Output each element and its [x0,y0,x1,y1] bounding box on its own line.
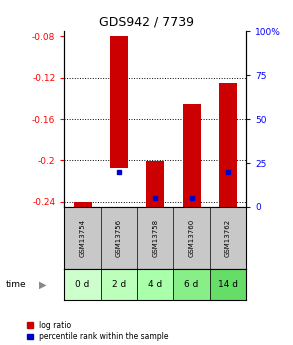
Text: 2 d: 2 d [112,280,126,289]
Bar [183,104,201,207]
Bar [219,83,237,207]
Bar [146,161,164,207]
Text: 6 d: 6 d [184,280,199,289]
Text: ▶: ▶ [39,280,46,289]
Bar [137,269,173,300]
Text: 4 d: 4 d [148,280,162,289]
Text: GSM13758: GSM13758 [152,219,158,257]
Text: GSM13760: GSM13760 [189,219,195,257]
Text: time: time [6,280,26,289]
Text: 14 d: 14 d [218,280,238,289]
Bar [210,269,246,300]
Bar [64,269,101,300]
Text: GSM13756: GSM13756 [116,219,122,257]
Text: GSM13754: GSM13754 [80,219,86,257]
Text: 0 d: 0 d [75,280,90,289]
Text: GSM13762: GSM13762 [225,219,231,257]
Text: GDS942 / 7739: GDS942 / 7739 [99,16,194,29]
Bar [74,202,92,207]
Legend: log ratio, percentile rank within the sample: log ratio, percentile rank within the sa… [27,321,169,341]
Bar [101,269,137,300]
Bar [173,269,210,300]
Bar [110,36,128,168]
